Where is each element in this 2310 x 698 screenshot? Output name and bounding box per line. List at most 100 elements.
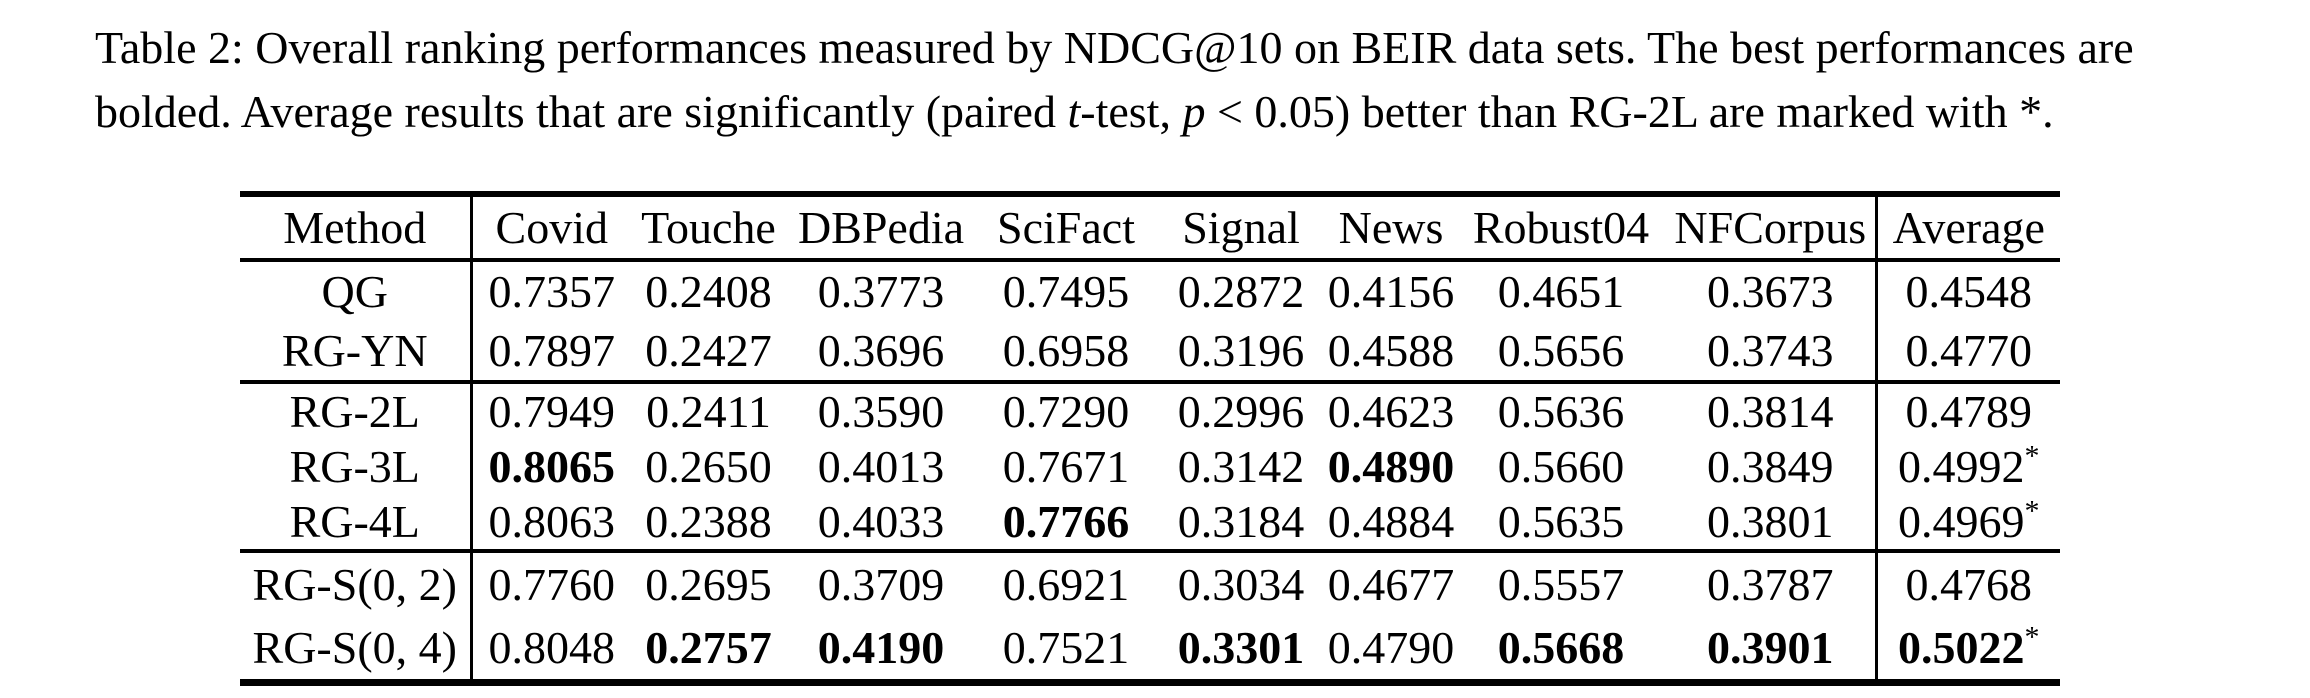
value-cell: 0.3849 (1707, 441, 1834, 492)
table-row-rg-s04: RG-S(0, 4) 0.8048 0.2757 0.4190 0.7521 0… (240, 616, 2060, 679)
method-cell: RG-YN (240, 321, 473, 380)
value-cell: 0.3814 (1707, 386, 1834, 437)
value-cell: 0.4890 (1327, 441, 1455, 492)
value-cell: 0.3673 (1707, 266, 1834, 317)
caption-line-1: Table 2: Overall ranking performances me… (95, 22, 2134, 73)
value-cell: 0.4790 (1327, 622, 1455, 673)
header-cell-touche: Touche (641, 202, 776, 253)
value-cell: 0.7949 (488, 386, 616, 437)
value-cell: 0.2427 (645, 325, 772, 376)
header-cell-dbpedia: DBPedia (797, 202, 965, 253)
caption-line-2: bolded. Average results that are signifi… (95, 80, 2255, 144)
caption-math-t: t (1067, 86, 1081, 137)
value-cell: 0.5557 (1497, 559, 1625, 610)
average-cell: 0.5022* (1874, 616, 2060, 679)
value-cell: 0.2650 (645, 441, 772, 492)
table-row-rg-yn: RG-YN 0.7897 0.2427 0.3696 0.6958 0.3196… (240, 321, 2060, 380)
value-cell: 0.7521 (1002, 622, 1130, 673)
table-row-rg-3l: RG-3L 0.8065 0.2650 0.4013 0.7671 0.3142… (240, 439, 2060, 494)
value-cell: 0.8063 (488, 496, 616, 547)
value-cell: 0.5660 (1497, 441, 1625, 492)
value-cell: 0.3709 (817, 559, 945, 610)
method-cell: RG-2L (240, 384, 473, 439)
average-cell: 0.4789 (1874, 384, 2060, 439)
method-cell: RG-3L (240, 439, 473, 494)
header-cell-nfcorpus: NFCorpus (1674, 202, 1867, 253)
results-table: Method Covid Touche DBPedia SciFact Sign… (240, 191, 2060, 686)
table-row-qg: QG 0.7357 0.2408 0.3773 0.7495 0.2872 0.… (240, 262, 2060, 321)
caption-math-p: p (1182, 86, 1206, 137)
average-cell: 0.4969* (1874, 494, 2060, 549)
value-cell: 0.2872 (1177, 266, 1305, 317)
value-cell: 0.4588 (1327, 325, 1455, 376)
header-cell-scifact: SciFact (997, 202, 1135, 253)
value-cell: 0.3773 (817, 266, 945, 317)
value-cell: 0.3301 (1177, 622, 1305, 673)
value-cell: 0.8048 (488, 622, 616, 673)
method-cell: RG-4L (240, 494, 473, 549)
value-cell: 0.6921 (1002, 559, 1130, 610)
table-mid-rule (240, 549, 2060, 553)
value-cell: 0.2695 (645, 559, 772, 610)
value-cell: 0.6958 (1002, 325, 1130, 376)
table-header-row: Method Covid Touche DBPedia SciFact Sign… (240, 197, 2060, 258)
value-cell: 0.5635 (1497, 496, 1625, 547)
value-cell: 0.3901 (1707, 622, 1834, 673)
method-cell: RG-S(0, 4) (240, 616, 473, 679)
value-cell: 0.7671 (1002, 441, 1130, 492)
table-top-rule (240, 191, 2060, 197)
header-cell-method: Method (240, 197, 473, 258)
value-cell: 0.5656 (1497, 325, 1625, 376)
value-cell: 0.7760 (488, 559, 616, 610)
value-cell: 0.3590 (817, 386, 945, 437)
value-cell: 0.2388 (645, 496, 772, 547)
average-cell: 0.4992* (1874, 439, 2060, 494)
value-cell: 0.3034 (1177, 559, 1305, 610)
value-cell: 0.2996 (1177, 386, 1305, 437)
value-cell: 0.3743 (1707, 325, 1834, 376)
value-cell: 0.4623 (1327, 386, 1455, 437)
value-cell: 0.4033 (817, 496, 945, 547)
value-cell: 0.7357 (488, 266, 616, 317)
header-cell-signal: Signal (1182, 202, 1300, 253)
header-cell-robust04: Robust04 (1472, 202, 1650, 253)
value-cell: 0.2408 (645, 266, 772, 317)
header-cell-news: News (1338, 202, 1444, 253)
value-cell: 0.3787 (1707, 559, 1834, 610)
table-row-rg-s02: RG-S(0, 2) 0.7760 0.2695 0.3709 0.6921 0… (240, 553, 2060, 616)
value-cell: 0.7897 (488, 325, 616, 376)
value-cell: 0.2757 (645, 622, 772, 673)
average-cell: 0.4770 (1874, 321, 2060, 380)
table-row-rg-4l: RG-4L 0.8063 0.2388 0.4033 0.7766 0.3184… (240, 494, 2060, 549)
value-cell: 0.4651 (1497, 266, 1625, 317)
value-cell: 0.4884 (1327, 496, 1455, 547)
value-cell: 0.7766 (1002, 496, 1130, 547)
value-cell: 0.4013 (817, 441, 945, 492)
value-cell: 0.4677 (1327, 559, 1455, 610)
average-cell: 0.4548 (1874, 262, 2060, 321)
caption-text: < 0.05) better than RG-2L are marked wit… (1205, 86, 2054, 137)
average-cell: 0.4768 (1874, 553, 2060, 616)
header-cell-covid: Covid (495, 202, 608, 253)
value-cell: 0.3196 (1177, 325, 1305, 376)
value-cell: 0.7495 (1002, 266, 1130, 317)
value-cell: 0.7290 (1002, 386, 1130, 437)
table-caption: Table 2: Overall ranking performances me… (95, 16, 2255, 144)
results-table-container: Method Covid Touche DBPedia SciFact Sign… (240, 191, 2060, 686)
value-cell: 0.4190 (817, 622, 945, 673)
value-cell: 0.5636 (1497, 386, 1625, 437)
value-cell: 0.4156 (1327, 266, 1455, 317)
table-mid-rule (240, 380, 2060, 384)
caption-text: bolded. Average results that are signifi… (95, 86, 1068, 137)
table-row-rg-2l: RG-2L 0.7949 0.2411 0.3590 0.7290 0.2996… (240, 384, 2060, 439)
value-cell: 0.3696 (817, 325, 945, 376)
value-cell: 0.3184 (1177, 496, 1305, 547)
table-mid-rule (240, 258, 2060, 262)
value-cell: 0.2411 (646, 386, 771, 437)
value-cell: 0.8065 (488, 441, 616, 492)
value-cell: 0.3801 (1707, 496, 1834, 547)
caption-text: -test, (1080, 86, 1183, 137)
method-cell: QG (240, 262, 473, 321)
table-bottom-rule (240, 679, 2060, 686)
